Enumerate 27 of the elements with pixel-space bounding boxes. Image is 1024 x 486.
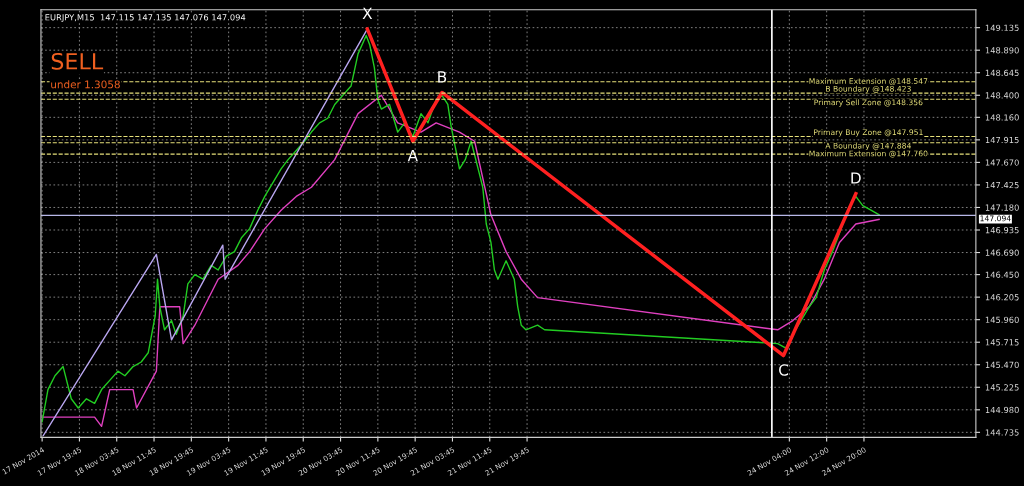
y-tick-label: 149.135 — [985, 24, 1019, 31]
y-tick-label: 148.890 — [985, 47, 1019, 54]
y-tick-label: 146.935 — [985, 226, 1019, 234]
y-tick-label: 147.670 — [985, 159, 1019, 166]
text: EURJPY,M15 147.115 147.135 147.076 147.094 — [45, 14, 246, 22]
annotation: C — [779, 364, 789, 376]
y-tick-label: 148.160 — [985, 114, 1019, 121]
y-tick-label: 147.425 — [985, 181, 1019, 189]
y-tick-label: 145.960 — [985, 316, 1019, 323]
y-tick-label: 148.645 — [985, 69, 1019, 77]
y-tick-label: 145.715 — [985, 339, 1019, 346]
y-tick-label: 147.180 — [985, 204, 1019, 211]
y-tick-label: 146.690 — [985, 249, 1019, 256]
y-tick-label: 146.205 — [985, 294, 1019, 301]
annotation: D — [851, 172, 861, 184]
annotation: SELL — [51, 52, 104, 70]
y-tick-label: 144.735 — [985, 429, 1019, 436]
y-tick-label: 145.470 — [985, 361, 1019, 369]
y-tick-label: 147.915 — [985, 136, 1019, 144]
y-tick-label: 148.400 — [985, 92, 1019, 99]
y-tick-label: 145.225 — [985, 384, 1019, 391]
annotation: B — [438, 71, 447, 83]
annotation: X — [362, 7, 373, 19]
y-tick-label: 144.980 — [985, 406, 1019, 414]
annotation: under 1.3058 — [51, 80, 120, 89]
y-tick-label: 146.450 — [985, 271, 1019, 278]
line-series — [42, 28, 369, 437]
